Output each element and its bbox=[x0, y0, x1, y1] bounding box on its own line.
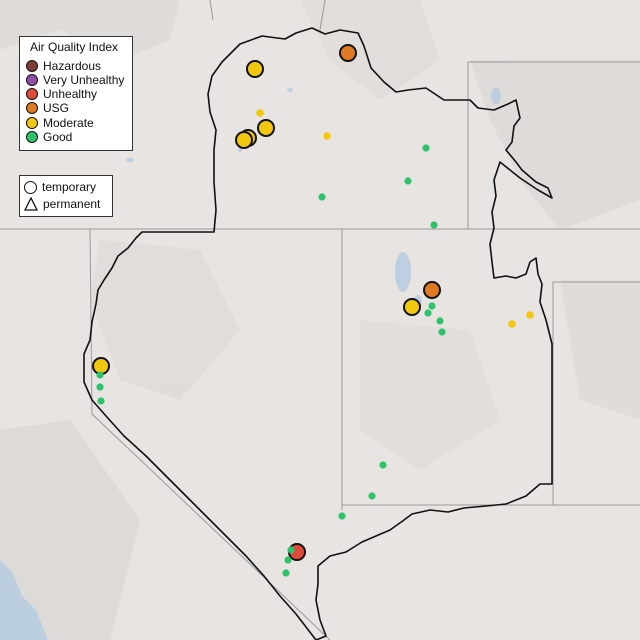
monitor-moderate-temporary[interactable] bbox=[257, 119, 275, 137]
monitor-good-permanent[interactable] bbox=[368, 492, 376, 500]
legend-item-good: Good bbox=[26, 130, 72, 144]
monitor-good-permanent[interactable] bbox=[97, 397, 105, 405]
ocean bbox=[0, 560, 48, 640]
monitor-usg-temporary[interactable] bbox=[339, 44, 357, 62]
very-unhealthy-swatch bbox=[26, 74, 38, 86]
monitor-good-permanent[interactable] bbox=[96, 371, 104, 379]
monitor-good-permanent[interactable] bbox=[436, 317, 444, 325]
aqi-legend-title: Air Quality Index bbox=[30, 40, 119, 54]
legend-label: temporary bbox=[42, 180, 97, 194]
monitor-good-permanent[interactable] bbox=[379, 461, 387, 469]
circle-icon bbox=[24, 180, 37, 194]
monitor-moderate-permanent[interactable] bbox=[323, 132, 331, 140]
monitor-type-legend: temporary permanent bbox=[19, 175, 113, 217]
legend-label: permanent bbox=[43, 197, 101, 211]
monitor-good-permanent[interactable] bbox=[404, 177, 412, 185]
monitor-moderate-temporary[interactable] bbox=[403, 298, 421, 316]
legend-label: Unhealthy bbox=[43, 87, 98, 101]
monitor-moderate-permanent[interactable] bbox=[526, 311, 534, 319]
legend-item-unhealthy: Unhealthy bbox=[26, 87, 97, 101]
good-swatch bbox=[26, 131, 38, 143]
legend-label: Hazardous bbox=[43, 59, 102, 73]
monitor-good-permanent[interactable] bbox=[424, 309, 432, 317]
monitor-good-permanent[interactable] bbox=[338, 512, 346, 520]
legend-item-permanent: permanent bbox=[24, 196, 100, 212]
monitor-moderate-permanent[interactable] bbox=[256, 109, 264, 117]
monitor-good-permanent[interactable] bbox=[438, 328, 446, 336]
legend-item-hazardous: Hazardous bbox=[26, 59, 101, 73]
legend-label: Moderate bbox=[43, 116, 94, 130]
monitor-good-permanent[interactable] bbox=[318, 193, 326, 201]
monitor-good-permanent[interactable] bbox=[428, 302, 436, 310]
monitor-moderate-temporary[interactable] bbox=[246, 60, 264, 78]
usg-swatch bbox=[26, 102, 38, 114]
monitor-moderate-temporary[interactable] bbox=[235, 131, 253, 149]
legend-item-moderate: Moderate bbox=[26, 116, 94, 130]
unhealthy-swatch bbox=[26, 88, 38, 100]
monitor-good-permanent[interactable] bbox=[430, 221, 438, 229]
triangle-icon bbox=[24, 197, 38, 211]
hazardous-swatch bbox=[26, 60, 38, 72]
monitor-good-permanent[interactable] bbox=[284, 556, 292, 564]
legend-item-temporary: temporary bbox=[24, 179, 96, 195]
legend-item-usg: USG bbox=[26, 101, 69, 115]
legend-label: Very Unhealthy bbox=[43, 73, 125, 87]
monitor-good-permanent[interactable] bbox=[282, 569, 290, 577]
legend-label: Good bbox=[43, 130, 73, 144]
monitor-good-permanent[interactable] bbox=[422, 144, 430, 152]
aqi-legend: Air Quality Index Hazardous Very Unhealt… bbox=[19, 36, 133, 151]
legend-label: USG bbox=[43, 101, 70, 115]
monitor-moderate-permanent[interactable] bbox=[508, 320, 516, 328]
monitor-usg-temporary[interactable] bbox=[423, 281, 441, 299]
region-boundary bbox=[83, 27, 553, 640]
legend-item-very-unhealthy: Very Unhealthy bbox=[26, 73, 124, 87]
monitor-good-permanent[interactable] bbox=[96, 383, 104, 391]
moderate-swatch bbox=[26, 117, 38, 129]
monitor-good-permanent[interactable] bbox=[287, 546, 295, 554]
